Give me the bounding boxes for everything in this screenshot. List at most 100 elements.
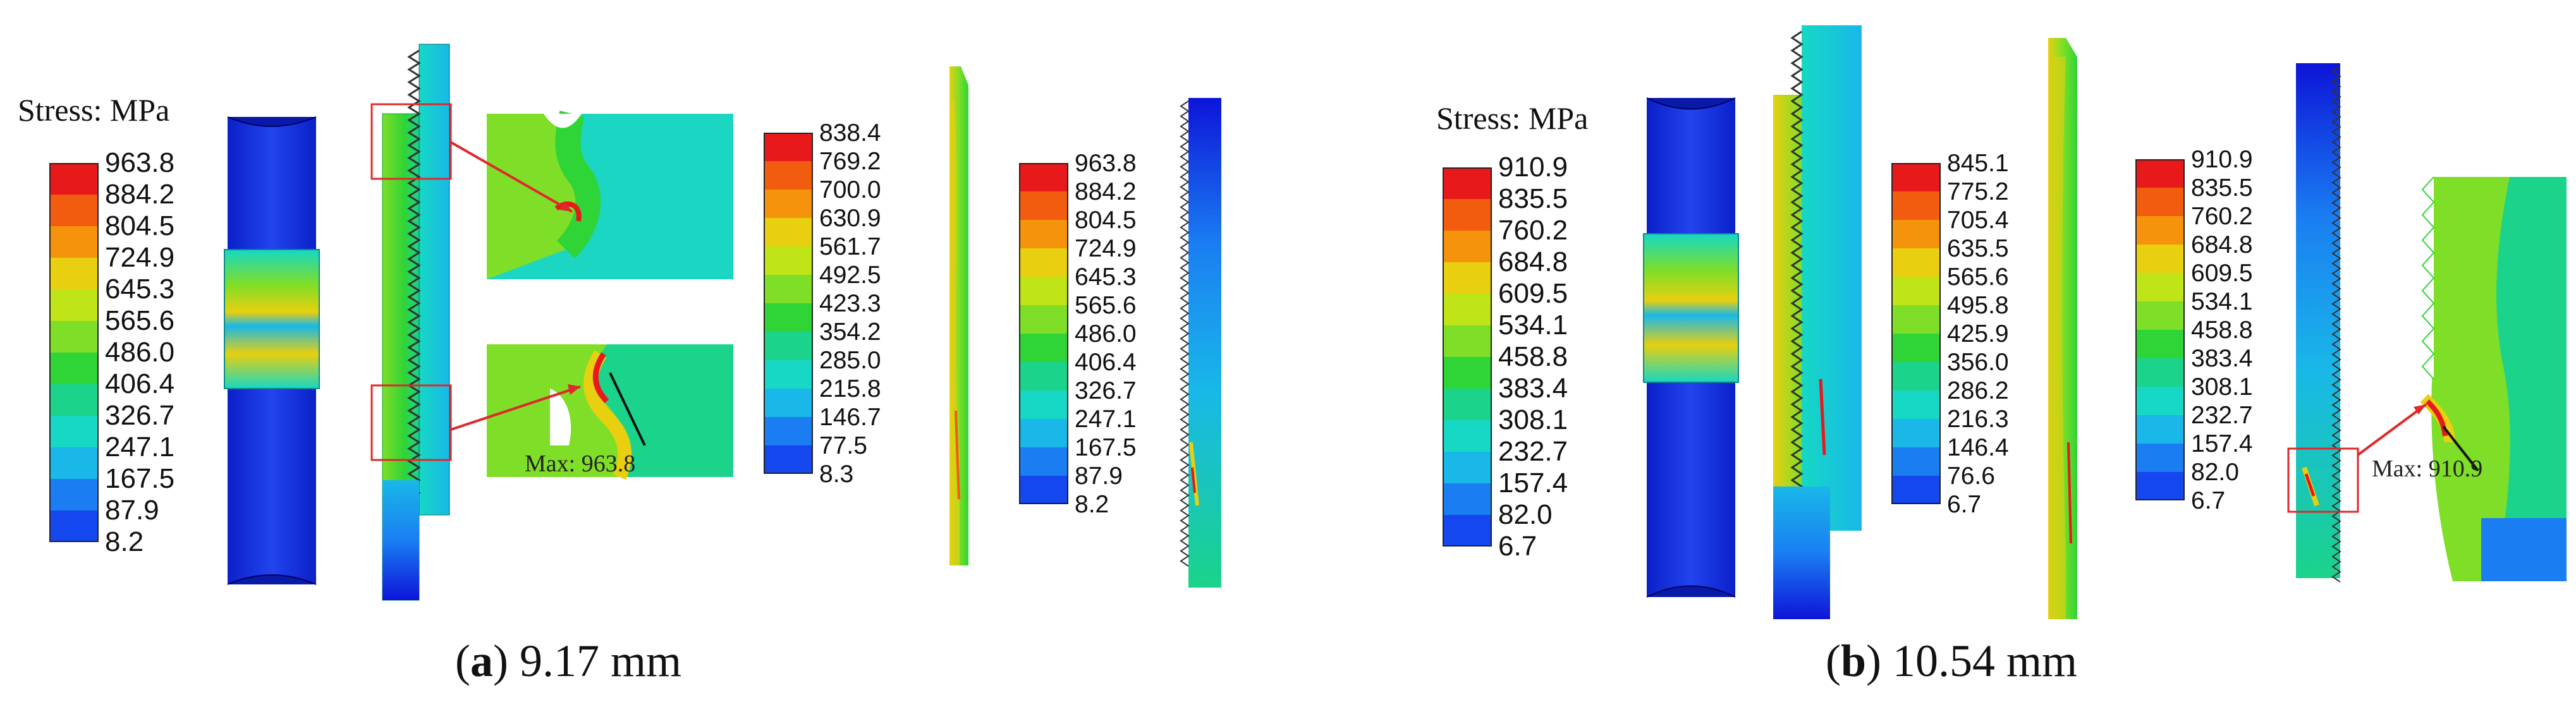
colorbar-tick-label: 724.9 xyxy=(105,242,175,273)
colorbar-swatch xyxy=(49,226,99,258)
colorbar-swatch xyxy=(764,246,813,275)
colorbar-tick-label: 486.0 xyxy=(1075,320,1137,347)
colorbar-tick-label: 8.2 xyxy=(1075,490,1109,518)
colorbar-tick-label: 82.0 xyxy=(1498,499,1553,530)
colorbar-swatch xyxy=(49,258,99,289)
max-label-b: Max: 910.9 xyxy=(2372,456,2483,482)
colorbar-tick-label: 356.0 xyxy=(1947,348,2009,376)
colorbar-tick-label: 232.7 xyxy=(1498,436,1568,467)
colorbar-tick-label: 423.3 xyxy=(819,289,881,317)
colorbar-swatch xyxy=(764,303,813,332)
colorbar-tick-label: 232.7 xyxy=(2191,401,2253,429)
colorbar-tick-label: 308.1 xyxy=(2191,373,2253,401)
colorbar-swatch xyxy=(1019,163,1068,191)
long-strip-a-1 xyxy=(949,66,968,565)
colorbar-tick-label: 910.9 xyxy=(1498,152,1568,183)
colorbar-tick-label: 8.2 xyxy=(105,526,144,557)
colorbar-swatch xyxy=(1443,231,1492,262)
zoom-thread-top-a xyxy=(487,111,733,279)
colorbar-tick-label: 354.2 xyxy=(819,318,881,346)
colorbar-swatch xyxy=(1891,220,1941,248)
colorbar-tick-label: 458.8 xyxy=(2191,316,2253,344)
colorbar-tick-label: 6.7 xyxy=(1947,490,1982,518)
colorbar-tick-label: 458.8 xyxy=(1498,341,1568,372)
colorbar-tick-label: 561.7 xyxy=(819,233,881,260)
colorbar-swatch xyxy=(2135,444,2185,472)
threaded-strip-a xyxy=(370,44,452,601)
stress-title-a: Stress: MPa xyxy=(18,92,170,128)
colorbar-tick-label: 884.2 xyxy=(105,179,175,210)
colorbar-swatch xyxy=(1443,325,1492,357)
colorbar-tick-label: 146.4 xyxy=(1947,433,2009,461)
colorbar-tick-label: 684.8 xyxy=(2191,231,2253,258)
colorbar-tick-label: 326.7 xyxy=(1075,377,1137,404)
colorbar-tick-label: 76.6 xyxy=(1947,462,1995,490)
pipe-section-b xyxy=(1643,97,1739,598)
colorbar-swatch xyxy=(49,289,99,321)
colorbar-swatch xyxy=(1891,305,1941,334)
colorbar-tick-label: 835.5 xyxy=(1498,183,1568,214)
colorbar-swatch xyxy=(1019,334,1068,362)
colorbar-tick-label: 486.0 xyxy=(105,337,175,368)
colorbar-tick-label: 565.6 xyxy=(1947,263,2009,291)
colorbar-tick-label: 804.5 xyxy=(105,210,175,241)
colorbar-tick-label: 645.3 xyxy=(105,274,175,305)
colorbar-swatch xyxy=(1891,191,1941,220)
colorbar-tick-label: 565.6 xyxy=(105,305,175,336)
colorbar-swatch xyxy=(2135,415,2185,444)
colorbar-tick-label: 835.5 xyxy=(2191,174,2253,202)
colorbar-swatch xyxy=(1443,515,1492,547)
max-label-a: Max: 963.8 xyxy=(525,450,636,477)
colorbar-swatch xyxy=(1891,362,1941,390)
colorbar-tick-label: 285.0 xyxy=(819,346,881,374)
colorbar-swatch xyxy=(49,321,99,353)
colorbar-tick-label: 645.3 xyxy=(1075,263,1137,291)
colorbar-swatch xyxy=(49,511,99,542)
colorbar-tick-label: 534.1 xyxy=(1498,310,1568,341)
colorbar-tick-label: 705.4 xyxy=(1947,206,2009,234)
colorbar-swatch xyxy=(1891,277,1941,305)
colorbar-swatch xyxy=(2135,216,2185,245)
colorbar-tick-label: 87.9 xyxy=(1075,462,1123,490)
colorbar-tick-label: 963.8 xyxy=(1075,149,1137,177)
zoom-thread-bottom-a xyxy=(487,344,733,480)
colorbar-tick-label: 495.8 xyxy=(1947,291,2009,319)
zoom-thread-b xyxy=(2420,176,2567,581)
colorbar-tick-label: 8.3 xyxy=(819,460,854,488)
colorbar-swatch xyxy=(764,389,813,417)
colorbar-swatch xyxy=(1891,248,1941,277)
colorbar-swatch xyxy=(49,353,99,384)
colorbar-tick-label: 760.2 xyxy=(2191,202,2253,230)
colorbar-swatch xyxy=(49,384,99,416)
colorbar-swatch xyxy=(1019,362,1068,390)
colorbar-swatch xyxy=(1019,476,1068,504)
long-strip-a-2 xyxy=(1180,98,1221,588)
colorbar-swatch xyxy=(1019,277,1068,305)
colorbar-tick-label: 157.4 xyxy=(2191,430,2253,457)
colorbar-swatch xyxy=(1891,163,1941,191)
long-strip-b-1 xyxy=(2048,38,2077,619)
caption-letter-b: b xyxy=(1840,636,1867,686)
caption-value-b: 10.54 mm xyxy=(1893,636,2078,686)
colorbar-tick-label: 157.4 xyxy=(1498,468,1568,499)
colorbar-swatch xyxy=(764,275,813,303)
colorbar-tick-label: 963.8 xyxy=(105,147,175,178)
colorbar-tick-label: 6.7 xyxy=(2191,486,2226,514)
colorbar-swatch xyxy=(1019,447,1068,476)
colorbar-tick-label: 724.9 xyxy=(1075,234,1137,262)
colorbar-swatch xyxy=(1443,167,1492,199)
colorbar-swatch xyxy=(2135,188,2185,216)
colorbar-swatch xyxy=(49,447,99,479)
colorbar-swatch xyxy=(2135,245,2185,273)
threaded-strip-b-2 xyxy=(2287,63,2359,583)
colorbar-swatch xyxy=(1443,452,1492,483)
colorbar-swatch xyxy=(764,332,813,360)
colorbar-tick-label: 534.1 xyxy=(2191,287,2253,315)
colorbar-tick-label: 286.2 xyxy=(1947,377,2009,404)
colorbar-tick-label: 247.1 xyxy=(105,432,175,462)
colorbar-tick-label: 804.5 xyxy=(1075,206,1137,234)
colorbar-swatch xyxy=(49,195,99,226)
colorbar-swatch xyxy=(1019,248,1068,277)
